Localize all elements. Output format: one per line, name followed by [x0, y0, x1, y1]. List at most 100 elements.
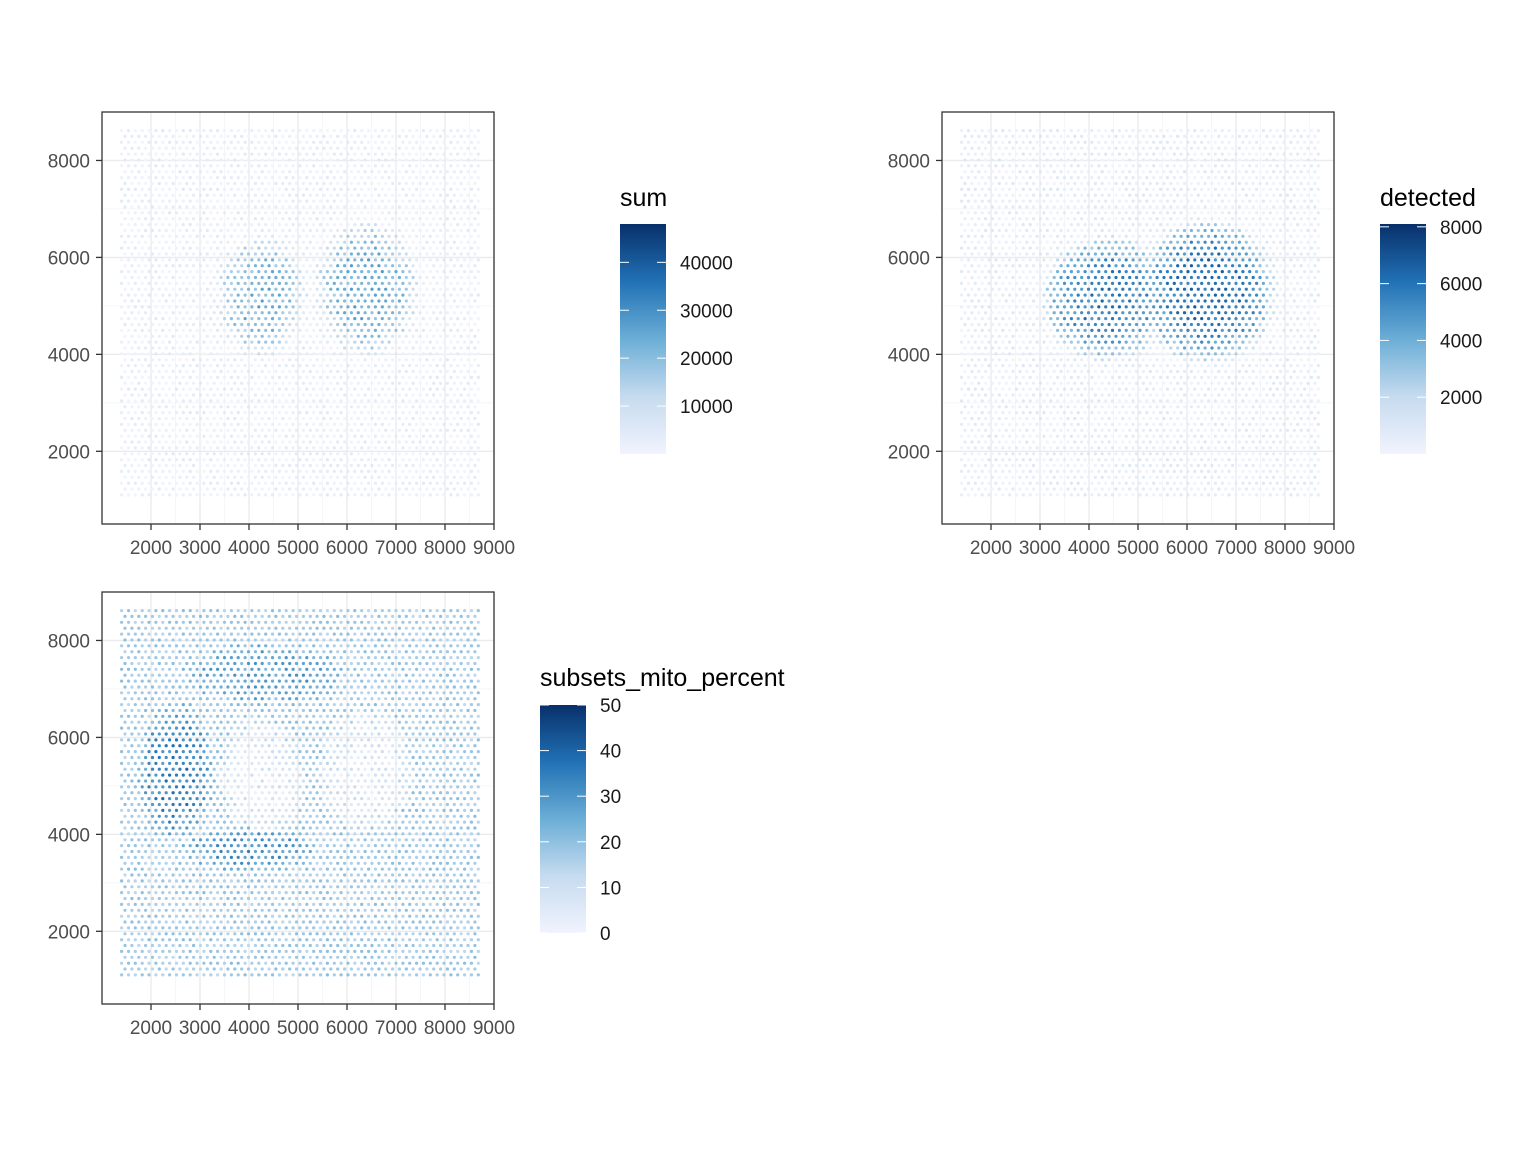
spot: [325, 387, 329, 391]
spot: [339, 375, 343, 379]
spot: [1076, 411, 1080, 415]
spot: [130, 264, 134, 268]
spot: [1008, 399, 1012, 403]
spot: [284, 469, 288, 473]
spot: [994, 352, 998, 356]
spot: [233, 205, 237, 209]
spot: [260, 240, 264, 244]
spot: [1080, 334, 1084, 338]
spot: [1145, 411, 1149, 415]
spot: [312, 387, 316, 391]
spot: [174, 328, 179, 332]
spot: [425, 134, 429, 138]
spot: [332, 328, 336, 332]
spot: [147, 223, 151, 227]
spot: [415, 399, 419, 403]
spot: [1186, 375, 1190, 379]
spot: [404, 287, 408, 291]
spot: [1073, 440, 1077, 444]
spot: [459, 217, 463, 221]
spot: [1134, 381, 1139, 385]
spot: [1268, 340, 1272, 344]
spot: [367, 364, 371, 368]
spot: [1248, 422, 1252, 426]
spot: [411, 252, 415, 256]
spot: [229, 152, 233, 156]
spot: [233, 170, 237, 174]
spot: [1255, 375, 1259, 379]
spot: [277, 481, 281, 485]
spot: [1292, 452, 1296, 456]
spot: [469, 176, 474, 180]
spot: [277, 352, 281, 356]
spot: [1169, 440, 1173, 444]
spot: [1049, 481, 1053, 485]
spot: [411, 405, 415, 409]
spot: [1169, 369, 1173, 374]
spot: [216, 399, 220, 403]
spot: [140, 281, 144, 285]
spot: [452, 205, 456, 209]
spot: [439, 240, 443, 244]
spot: [308, 217, 312, 221]
spot: [1148, 440, 1152, 444]
spot: [209, 152, 213, 156]
spot: [466, 287, 470, 291]
spot: [469, 317, 474, 321]
spot: [459, 416, 463, 421]
spot: [1207, 493, 1211, 497]
spot: [202, 399, 206, 403]
spot: [428, 446, 432, 450]
spot: [171, 334, 175, 338]
spot: [174, 223, 179, 227]
spot: [1272, 369, 1276, 374]
spot: [243, 375, 247, 379]
spot: [157, 346, 161, 350]
spot: [1121, 322, 1125, 327]
spot: [1203, 463, 1207, 468]
spot: [1134, 322, 1139, 327]
spot: [421, 234, 425, 238]
spot: [1176, 416, 1180, 421]
spot: [370, 217, 374, 221]
spot: [435, 375, 439, 379]
spot: [174, 375, 179, 379]
spot: [353, 199, 357, 203]
spot: [1224, 475, 1228, 479]
spot: [312, 446, 316, 450]
spot: [432, 287, 436, 291]
spot: [442, 422, 446, 426]
spot: [212, 181, 216, 186]
spot: [140, 328, 144, 332]
spot: [476, 293, 480, 297]
spot: [174, 293, 179, 297]
spot: [1076, 493, 1080, 497]
spot: [466, 205, 470, 209]
spot: [1172, 387, 1176, 391]
spot: [1299, 334, 1303, 338]
spot: [298, 211, 302, 215]
spot: [322, 369, 326, 374]
spot: [1001, 352, 1005, 356]
spot: [397, 334, 401, 338]
spot: [164, 134, 168, 138]
spot: [394, 422, 398, 426]
spot: [188, 352, 192, 356]
spot: [1158, 446, 1163, 450]
spot: [343, 369, 347, 374]
spot: [421, 481, 425, 485]
spot: [408, 176, 412, 180]
spot: [1265, 334, 1269, 338]
spot: [1128, 428, 1132, 432]
spot: [1231, 369, 1235, 374]
spot: [1018, 416, 1022, 421]
spot: [459, 193, 463, 197]
spot: [1165, 375, 1169, 379]
spot: [1100, 475, 1104, 479]
spot: [1227, 493, 1231, 497]
spot: [274, 416, 278, 421]
spot: [469, 352, 474, 356]
spot: [288, 193, 292, 197]
spot: [205, 369, 209, 374]
spot: [205, 264, 209, 268]
